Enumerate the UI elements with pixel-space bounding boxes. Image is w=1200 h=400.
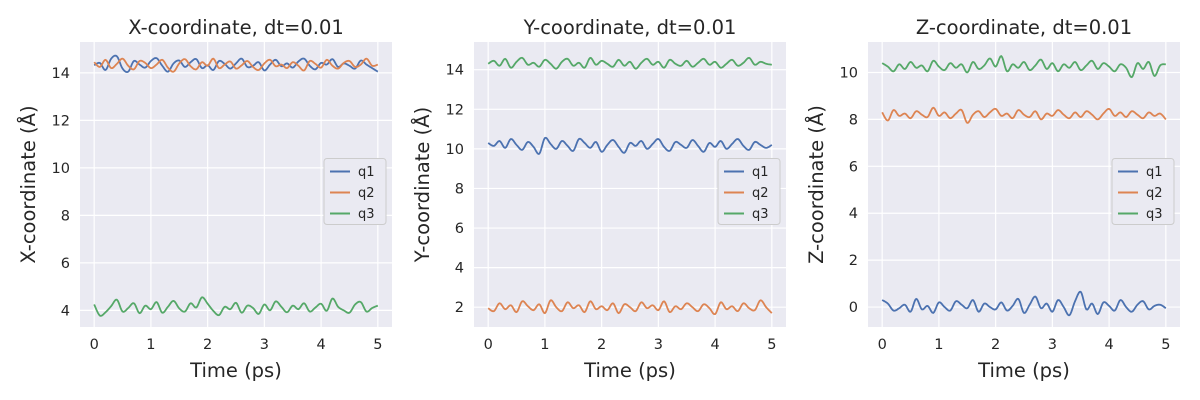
y-chart-x-tick-label: 5 (767, 337, 776, 353)
y-chart-x-tick-label: 1 (540, 337, 549, 353)
y-chart-x-tick-label: 2 (597, 337, 606, 353)
z-chart-y-axis-label: Z-coordinate (Å) (805, 105, 828, 264)
x-chart-title: X-coordinate, dt=0.01 (128, 16, 344, 39)
x-chart-y-tick-label: 4 (61, 303, 70, 319)
x-chart-legend: q1 q2 q3 (323, 158, 387, 225)
x-chart-legend-label-q3: q3 (358, 207, 375, 222)
y-chart-y-tick-label: 12 (446, 102, 464, 118)
z-chart-legend-frame (1111, 158, 1175, 225)
y-chart-y-tick-label: 2 (455, 300, 464, 316)
z-chart-legend-label-q3: q3 (1146, 207, 1163, 222)
y-chart-y-tick-label: 8 (455, 181, 464, 197)
x-chart-legend-label-q2: q2 (358, 186, 375, 201)
y-chart-legend-label-q2: q2 (752, 186, 769, 201)
x-chart-x-tick-label: 0 (90, 337, 99, 353)
z-chart-series-q3 (881, 55, 1167, 79)
z-chart-x-tick-label: 3 (1048, 337, 1057, 353)
y-chart-y-axis-label: Y-coordinate (Å) (411, 107, 434, 263)
x-chart-series-q2 (93, 57, 379, 73)
x-chart-y-tick-label: 8 (61, 208, 70, 224)
z-chart-x-axis-label: Time (ps) (977, 359, 1070, 382)
y-chart-x-axis-label: Time (ps) (583, 359, 676, 382)
x-chart-y-tick-label: 12 (52, 113, 70, 129)
x-chart-y-axis-label: X-coordinate (Å) (17, 105, 40, 263)
x-chart-series-q3 (93, 296, 379, 317)
z-chart-y-tick-label: 8 (849, 112, 858, 128)
x-chart-x-tick-label: 3 (260, 337, 269, 353)
x-chart-series-q1 (93, 54, 379, 73)
z-chart-x-tick-label: 0 (878, 337, 887, 353)
y-chart-x-tick-label: 0 (484, 337, 493, 353)
z-chart-legend: q1 q2 q3 (1111, 158, 1175, 225)
y-chart-y-tick-label: 10 (446, 142, 464, 158)
x-chart-x-tick-label: 1 (146, 337, 155, 353)
x-chart-legend-label-q1: q1 (358, 165, 375, 180)
z-chart-series-q2 (881, 106, 1167, 124)
z-chart-legend-label-q2: q2 (1146, 186, 1163, 201)
x-chart-x-tick-label: 2 (203, 337, 212, 353)
x-chart-legend-frame (323, 158, 387, 225)
y-chart-legend: q1 q2 q3 (717, 158, 781, 225)
z-chart-y-tick-label: 0 (849, 300, 858, 316)
y-chart-y-tick-label: 4 (455, 261, 464, 277)
x-chart-y-tick-label: 14 (52, 66, 70, 82)
z-chart-y-tick-label: 2 (849, 253, 858, 269)
z-chart-x-tick-label: 2 (991, 337, 1000, 353)
y-chart-series-q3 (487, 56, 773, 70)
z-chart-x-tick-label: 1 (934, 337, 943, 353)
x-chart-y-tick-label: 6 (61, 256, 70, 272)
z-coordinate-panel: 0 1 2 3 4 5 0 2 4 6 8 10 Z-coordinate, dt=0.01 Time (… (805, 16, 1180, 382)
y-chart-x-tick-label: 3 (654, 337, 663, 353)
z-chart-x-tick-label: 5 (1161, 337, 1170, 353)
y-chart-series-q1 (487, 136, 773, 155)
y-chart-series-q2 (487, 299, 773, 316)
x-chart-x-tick-label: 4 (316, 337, 325, 353)
x-chart-x-axis-label: Time (ps) (189, 359, 282, 382)
z-chart-legend-label-q1: q1 (1146, 165, 1163, 180)
z-chart-y-tick-label: 6 (849, 159, 858, 175)
y-chart-legend-frame (717, 158, 781, 225)
z-chart-x-tick-label: 4 (1104, 337, 1113, 353)
x-chart-y-tick-label: 10 (52, 161, 70, 177)
z-chart-y-tick-label: 4 (849, 206, 858, 222)
y-chart-title: Y-coordinate, dt=0.01 (523, 16, 737, 39)
y-chart-x-tick-label: 4 (710, 337, 719, 353)
x-chart-x-tick-label: 5 (373, 337, 382, 353)
z-chart-title: Z-coordinate, dt=0.01 (916, 16, 1132, 39)
y-chart-legend-label-q3: q3 (752, 207, 769, 222)
y-chart-y-tick-label: 14 (446, 63, 464, 79)
y-chart-legend-label-q1: q1 (752, 165, 769, 180)
y-chart-y-tick-label: 6 (455, 221, 464, 237)
z-chart-series-q1 (881, 290, 1167, 317)
z-chart-y-tick-label: 10 (840, 65, 858, 81)
